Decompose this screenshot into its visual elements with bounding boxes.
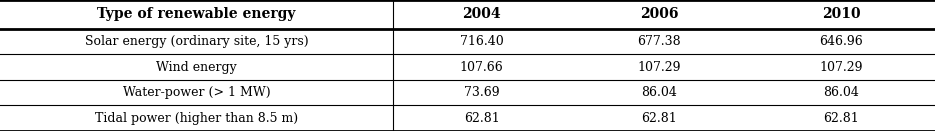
Text: 62.81: 62.81 (824, 112, 859, 125)
Text: 2010: 2010 (822, 7, 861, 21)
Text: Tidal power (higher than 8.5 m): Tidal power (higher than 8.5 m) (94, 112, 298, 125)
Text: 73.69: 73.69 (464, 86, 499, 99)
Text: 107.29: 107.29 (820, 61, 863, 74)
Text: 62.81: 62.81 (641, 112, 677, 125)
Text: 2006: 2006 (640, 7, 679, 21)
Text: Solar energy (ordinary site, 15 yrs): Solar energy (ordinary site, 15 yrs) (84, 35, 309, 48)
Text: Water-power (> 1 MW): Water-power (> 1 MW) (122, 86, 270, 99)
Text: 62.81: 62.81 (464, 112, 499, 125)
Text: 107.29: 107.29 (638, 61, 681, 74)
Text: Type of renewable energy: Type of renewable energy (97, 7, 295, 21)
Text: 86.04: 86.04 (641, 86, 677, 99)
Text: Wind energy: Wind energy (156, 61, 237, 74)
Text: 677.38: 677.38 (638, 35, 681, 48)
Text: 107.66: 107.66 (460, 61, 503, 74)
Text: 86.04: 86.04 (824, 86, 859, 99)
Text: 646.96: 646.96 (820, 35, 863, 48)
Text: 2004: 2004 (462, 7, 501, 21)
Text: 716.40: 716.40 (460, 35, 503, 48)
